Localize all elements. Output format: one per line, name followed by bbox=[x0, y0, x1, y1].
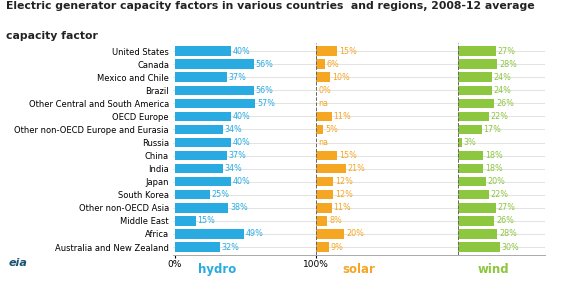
Bar bbox=[458, 112, 488, 121]
Bar bbox=[316, 229, 344, 239]
Bar bbox=[174, 177, 231, 186]
Bar bbox=[316, 203, 332, 213]
Text: 34%: 34% bbox=[224, 125, 242, 134]
Bar bbox=[458, 151, 483, 160]
Text: 12%: 12% bbox=[335, 190, 353, 199]
Bar bbox=[458, 177, 486, 186]
Text: 49%: 49% bbox=[246, 230, 264, 238]
Bar bbox=[316, 112, 332, 121]
Text: 26%: 26% bbox=[496, 216, 514, 226]
Text: 28%: 28% bbox=[499, 230, 517, 238]
Bar bbox=[316, 190, 333, 200]
Bar bbox=[316, 242, 329, 252]
Bar bbox=[174, 190, 210, 200]
Bar bbox=[174, 98, 255, 108]
Text: 11%: 11% bbox=[333, 112, 351, 121]
Bar bbox=[174, 151, 227, 160]
Text: 3%: 3% bbox=[463, 138, 476, 147]
Bar bbox=[174, 73, 227, 82]
Bar bbox=[316, 164, 346, 173]
Bar bbox=[174, 216, 196, 226]
Bar bbox=[458, 242, 500, 252]
Text: 27%: 27% bbox=[498, 203, 516, 212]
Text: 24%: 24% bbox=[493, 73, 511, 82]
Text: 15%: 15% bbox=[339, 151, 357, 160]
Text: na: na bbox=[318, 138, 328, 147]
Text: 56%: 56% bbox=[256, 60, 273, 69]
Bar bbox=[316, 73, 330, 82]
Text: 27%: 27% bbox=[498, 47, 516, 56]
Text: 40%: 40% bbox=[233, 138, 250, 147]
Bar bbox=[458, 138, 462, 147]
Text: 10%: 10% bbox=[332, 73, 350, 82]
Bar bbox=[458, 86, 491, 95]
Text: 40%: 40% bbox=[233, 177, 250, 186]
Bar bbox=[458, 59, 497, 69]
Bar bbox=[316, 216, 327, 226]
Bar bbox=[458, 125, 482, 134]
Bar bbox=[458, 98, 494, 108]
Text: 15%: 15% bbox=[198, 216, 215, 226]
Text: na: na bbox=[318, 99, 328, 108]
Text: Electric generator capacity factors in various countries  and regions, 2008-12 a: Electric generator capacity factors in v… bbox=[6, 1, 534, 12]
Text: 40%: 40% bbox=[233, 112, 250, 121]
Text: hydro: hydro bbox=[198, 264, 236, 276]
Text: 30%: 30% bbox=[502, 242, 520, 251]
Bar bbox=[458, 73, 491, 82]
Bar bbox=[316, 46, 337, 56]
Text: 9%: 9% bbox=[331, 242, 344, 251]
Bar bbox=[174, 164, 223, 173]
Bar bbox=[174, 59, 254, 69]
Bar bbox=[316, 125, 323, 134]
Text: 15%: 15% bbox=[339, 47, 357, 56]
Text: 12%: 12% bbox=[335, 177, 353, 186]
Text: wind: wind bbox=[477, 264, 509, 276]
Text: capacity factor: capacity factor bbox=[6, 31, 98, 41]
Bar bbox=[174, 242, 220, 252]
Text: 6%: 6% bbox=[326, 60, 339, 69]
Text: 21%: 21% bbox=[348, 164, 365, 173]
Bar bbox=[316, 177, 333, 186]
Bar bbox=[174, 86, 254, 95]
Text: 32%: 32% bbox=[222, 242, 240, 251]
Text: 40%: 40% bbox=[233, 47, 250, 56]
Bar bbox=[316, 59, 324, 69]
Bar bbox=[174, 112, 231, 121]
Text: 11%: 11% bbox=[333, 203, 351, 212]
Bar bbox=[316, 151, 337, 160]
Text: 18%: 18% bbox=[485, 151, 503, 160]
Bar bbox=[458, 190, 488, 200]
Text: 37%: 37% bbox=[229, 73, 247, 82]
Bar bbox=[458, 164, 483, 173]
Text: 56%: 56% bbox=[256, 86, 273, 95]
Text: 26%: 26% bbox=[496, 99, 514, 108]
Bar bbox=[458, 229, 497, 239]
Text: 25%: 25% bbox=[212, 190, 229, 199]
Bar bbox=[458, 46, 496, 56]
Text: 37%: 37% bbox=[229, 151, 247, 160]
Text: 20%: 20% bbox=[346, 230, 364, 238]
Text: 34%: 34% bbox=[224, 164, 242, 173]
Bar bbox=[174, 125, 223, 134]
Text: 28%: 28% bbox=[499, 60, 517, 69]
Bar bbox=[174, 229, 244, 239]
Bar bbox=[458, 203, 496, 213]
Text: solar: solar bbox=[342, 264, 375, 276]
Text: 57%: 57% bbox=[257, 99, 275, 108]
Text: eia: eia bbox=[9, 258, 27, 268]
Bar bbox=[458, 216, 494, 226]
Text: 20%: 20% bbox=[487, 177, 506, 186]
Text: 0%: 0% bbox=[318, 86, 331, 95]
Text: 38%: 38% bbox=[230, 203, 248, 212]
Bar bbox=[174, 138, 231, 147]
Bar bbox=[174, 203, 228, 213]
Text: 5%: 5% bbox=[325, 125, 338, 134]
Text: 24%: 24% bbox=[493, 86, 511, 95]
Text: 17%: 17% bbox=[483, 125, 501, 134]
Text: 18%: 18% bbox=[485, 164, 503, 173]
Text: 22%: 22% bbox=[490, 190, 508, 199]
Text: 8%: 8% bbox=[329, 216, 342, 226]
Bar bbox=[174, 46, 231, 56]
Text: 22%: 22% bbox=[490, 112, 508, 121]
